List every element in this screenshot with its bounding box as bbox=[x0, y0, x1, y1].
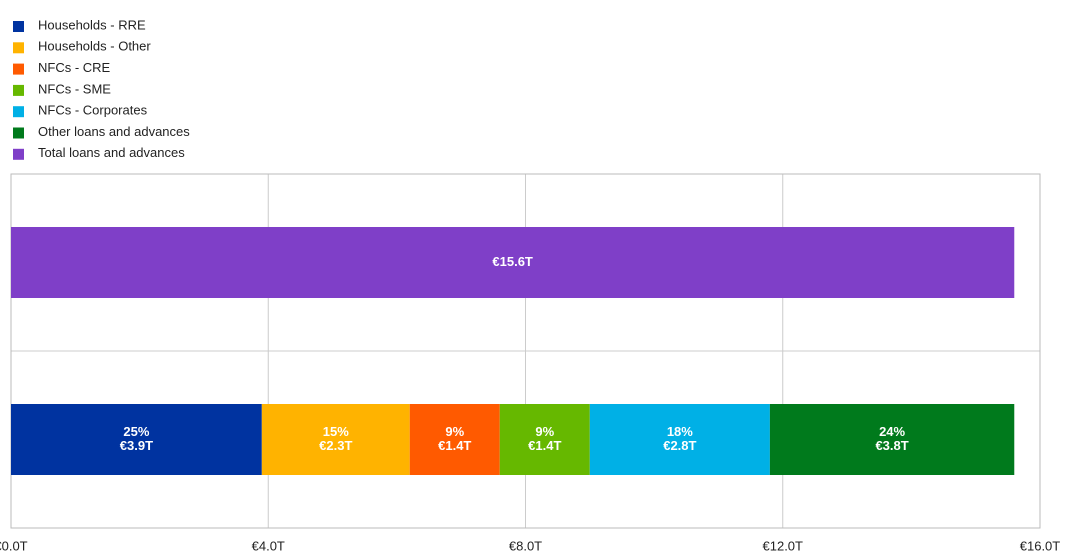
legend-swatch bbox=[13, 148, 24, 160]
bar-segment bbox=[261, 404, 410, 475]
value-label: €2.3T bbox=[319, 438, 352, 453]
x-tick-label: €16.0T bbox=[1020, 538, 1061, 553]
legend-label: NFCs - CRE bbox=[38, 60, 111, 75]
value-label: €3.8T bbox=[875, 438, 908, 453]
legend-swatch bbox=[13, 63, 24, 75]
legend-label: Total loans and advances bbox=[38, 145, 185, 160]
legend-label: NFCs - Corporates bbox=[38, 103, 148, 118]
bar-segment bbox=[11, 227, 1015, 298]
legend-label: NFCs - SME bbox=[38, 81, 111, 96]
share-label: 25% bbox=[123, 424, 149, 439]
legend-swatch bbox=[13, 21, 24, 32]
share-label: 9% bbox=[535, 424, 554, 439]
legend-swatch bbox=[13, 42, 24, 54]
value-label: €1.4T bbox=[438, 438, 471, 453]
legend-swatch bbox=[13, 106, 24, 118]
plot-border bbox=[10, 173, 1041, 529]
x-tick-label: €12.0T bbox=[763, 538, 804, 553]
legend-swatch bbox=[13, 84, 24, 96]
share-label: 24% bbox=[879, 424, 905, 439]
value-label: €3.9T bbox=[120, 438, 153, 453]
x-tick-label: €0.0T bbox=[0, 538, 28, 553]
x-tick-label: €8.0T bbox=[509, 538, 542, 553]
bar-segment bbox=[769, 404, 1015, 475]
bar-segment bbox=[589, 404, 770, 475]
bar-segment bbox=[11, 404, 262, 475]
bar-segment bbox=[409, 404, 500, 475]
value-label: €2.8T bbox=[663, 438, 696, 453]
share-label: 18% bbox=[667, 424, 693, 439]
x-tick-label: €4.0T bbox=[252, 538, 285, 553]
share-label: 9% bbox=[445, 424, 464, 439]
value-label: €15.6T bbox=[492, 254, 533, 269]
bar-segment bbox=[499, 404, 590, 475]
legend-label: Households - RRE bbox=[38, 17, 146, 32]
value-label: €1.4T bbox=[528, 438, 561, 453]
legend-swatch bbox=[13, 127, 24, 139]
legend-label: Other loans and advances bbox=[38, 124, 190, 139]
share-label: 15% bbox=[323, 424, 349, 439]
legend-label: Households - Other bbox=[38, 39, 151, 54]
